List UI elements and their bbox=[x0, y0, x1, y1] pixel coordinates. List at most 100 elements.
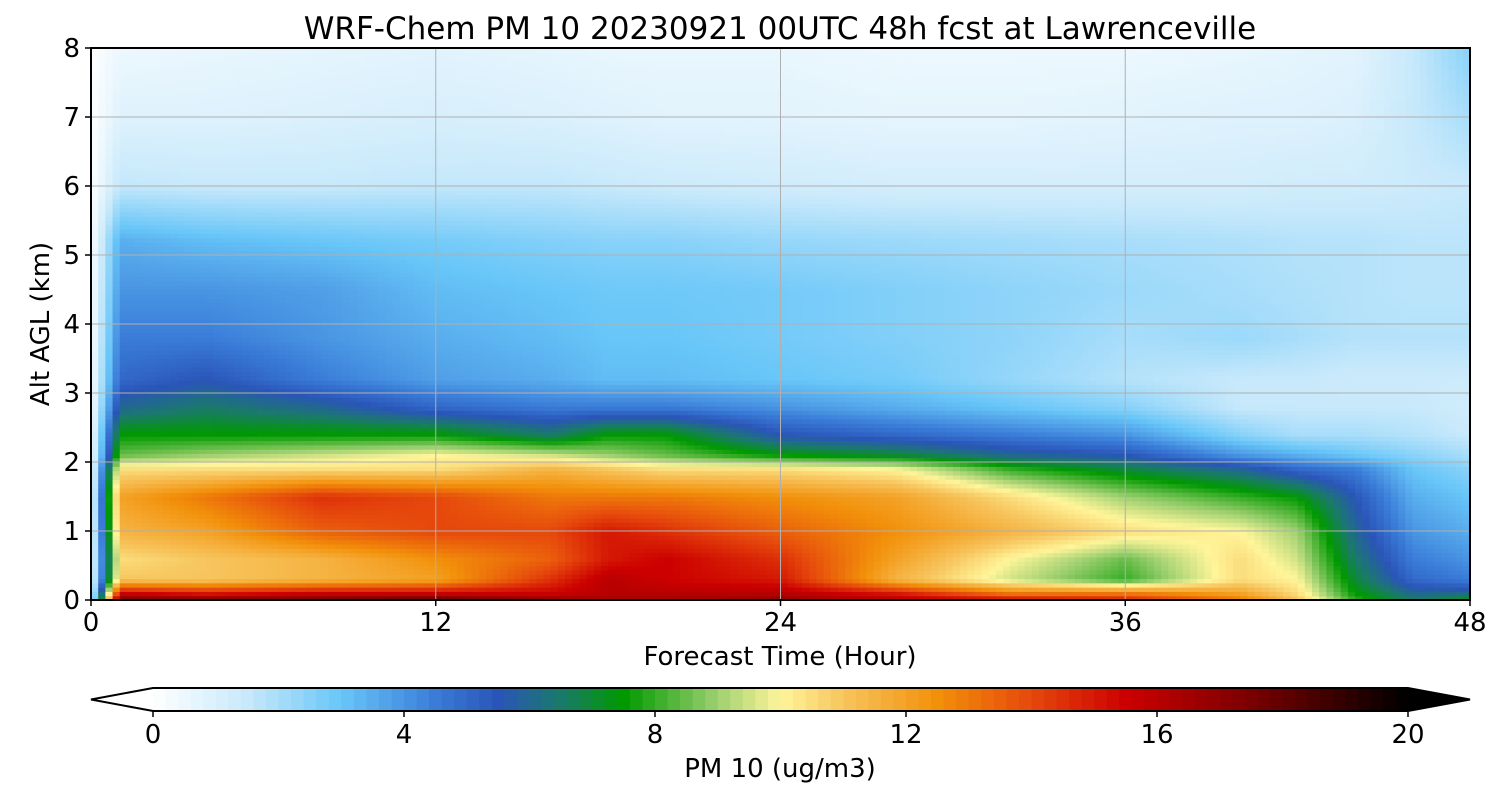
heatmap-cell bbox=[529, 574, 537, 579]
heatmap-cell bbox=[1046, 591, 1054, 596]
heatmap-cell bbox=[227, 553, 235, 558]
heatmap-cell bbox=[1355, 570, 1363, 575]
heatmap-cell bbox=[630, 531, 638, 536]
heatmap-cell bbox=[1405, 566, 1413, 571]
heatmap-cell bbox=[939, 574, 947, 579]
heatmap-cell bbox=[249, 522, 257, 527]
heatmap-cell bbox=[508, 497, 516, 502]
heatmap-cell bbox=[1413, 531, 1421, 536]
heatmap-cell bbox=[414, 501, 422, 506]
heatmap-cell bbox=[766, 501, 774, 506]
heatmap-cell bbox=[393, 501, 401, 506]
heatmap-cell bbox=[1348, 566, 1356, 571]
heatmap-cell bbox=[709, 591, 717, 596]
heatmap-cell bbox=[1448, 514, 1456, 519]
heatmap-cell bbox=[335, 522, 343, 527]
heatmap-cell bbox=[960, 557, 968, 562]
heatmap-cell bbox=[1097, 583, 1105, 588]
heatmap-cell bbox=[400, 570, 408, 575]
heatmap-cell bbox=[508, 509, 516, 514]
heatmap-cell bbox=[759, 522, 767, 527]
heatmap-cell bbox=[220, 492, 228, 497]
heatmap-cell bbox=[1369, 591, 1377, 596]
heatmap-cell bbox=[299, 492, 307, 497]
heatmap-cell bbox=[199, 591, 207, 596]
heatmap-cell bbox=[1219, 578, 1227, 583]
heatmap-cell bbox=[170, 492, 178, 497]
heatmap-cell bbox=[1269, 535, 1277, 540]
heatmap-cell bbox=[1161, 488, 1169, 493]
heatmap-cell bbox=[536, 587, 544, 592]
heatmap-cell bbox=[1089, 531, 1097, 536]
heatmap-cell bbox=[1032, 548, 1040, 553]
heatmap-cell bbox=[773, 557, 781, 562]
heatmap-cell bbox=[1420, 548, 1428, 553]
heatmap-cell bbox=[1312, 514, 1320, 519]
heatmap-cell bbox=[716, 587, 724, 592]
heatmap-cell bbox=[895, 531, 903, 536]
heatmap-cell bbox=[1176, 553, 1184, 558]
heatmap-cell bbox=[1204, 505, 1212, 510]
heatmap-cell bbox=[982, 505, 990, 510]
heatmap-cell bbox=[1391, 505, 1399, 510]
heatmap-cell bbox=[917, 553, 925, 558]
heatmap-cell bbox=[910, 518, 918, 523]
heatmap-cell bbox=[989, 591, 997, 596]
heatmap-cell bbox=[213, 501, 221, 506]
heatmap-cell bbox=[974, 570, 982, 575]
heatmap-cell bbox=[1075, 566, 1083, 571]
heatmap-cell bbox=[615, 535, 623, 540]
heatmap-cell bbox=[1290, 518, 1298, 523]
heatmap-cell bbox=[1226, 544, 1234, 549]
heatmap-cell bbox=[838, 561, 846, 566]
heatmap-cell bbox=[838, 578, 846, 583]
heatmap-cell bbox=[378, 540, 386, 545]
heatmap-cell bbox=[335, 591, 343, 596]
heatmap-cell bbox=[974, 535, 982, 540]
heatmap-cell bbox=[924, 522, 932, 527]
heatmap-cell bbox=[565, 574, 573, 579]
heatmap-cell bbox=[436, 544, 444, 549]
heatmap-cell bbox=[1369, 587, 1377, 592]
heatmap-cell bbox=[148, 544, 156, 549]
heatmap-cell bbox=[694, 578, 702, 583]
heatmap-cell bbox=[752, 587, 760, 592]
heatmap-cell bbox=[1420, 561, 1428, 566]
heatmap-cell bbox=[98, 509, 106, 514]
heatmap-cell bbox=[227, 514, 235, 519]
heatmap-cell bbox=[371, 557, 379, 562]
heatmap-cell bbox=[845, 583, 853, 588]
heatmap-cell bbox=[328, 531, 336, 536]
heatmap-cell bbox=[795, 553, 803, 558]
heatmap-cell bbox=[1413, 492, 1421, 497]
heatmap-cell bbox=[1290, 540, 1298, 545]
heatmap-cell bbox=[285, 548, 293, 553]
heatmap-cell bbox=[220, 505, 228, 510]
heatmap-cell bbox=[1276, 540, 1284, 545]
heatmap-cell bbox=[1326, 497, 1334, 502]
heatmap-cell bbox=[1190, 518, 1198, 523]
heatmap-cell bbox=[1312, 531, 1320, 536]
heatmap-cell bbox=[1434, 509, 1442, 514]
heatmap-cell bbox=[723, 501, 731, 506]
heatmap-cell bbox=[1197, 566, 1205, 571]
heatmap-cell bbox=[709, 587, 717, 592]
heatmap-cell bbox=[407, 574, 415, 579]
heatmap-cell bbox=[321, 557, 329, 562]
heatmap-cell bbox=[1290, 587, 1298, 592]
heatmap-cell bbox=[881, 535, 889, 540]
heatmap-cell bbox=[335, 561, 343, 566]
heatmap-cell bbox=[745, 570, 753, 575]
heatmap-cell bbox=[651, 578, 659, 583]
heatmap-cell bbox=[436, 583, 444, 588]
heatmap-cell bbox=[1290, 509, 1298, 514]
heatmap-cell bbox=[1183, 509, 1191, 514]
heatmap-cell bbox=[960, 509, 968, 514]
heatmap-cell bbox=[737, 544, 745, 549]
heatmap-cell bbox=[1061, 518, 1069, 523]
heatmap-cell bbox=[1384, 591, 1392, 596]
heatmap-cell bbox=[953, 587, 961, 592]
heatmap-cell bbox=[953, 505, 961, 510]
heatmap-cell bbox=[1032, 488, 1040, 493]
heatmap-cell bbox=[263, 583, 271, 588]
